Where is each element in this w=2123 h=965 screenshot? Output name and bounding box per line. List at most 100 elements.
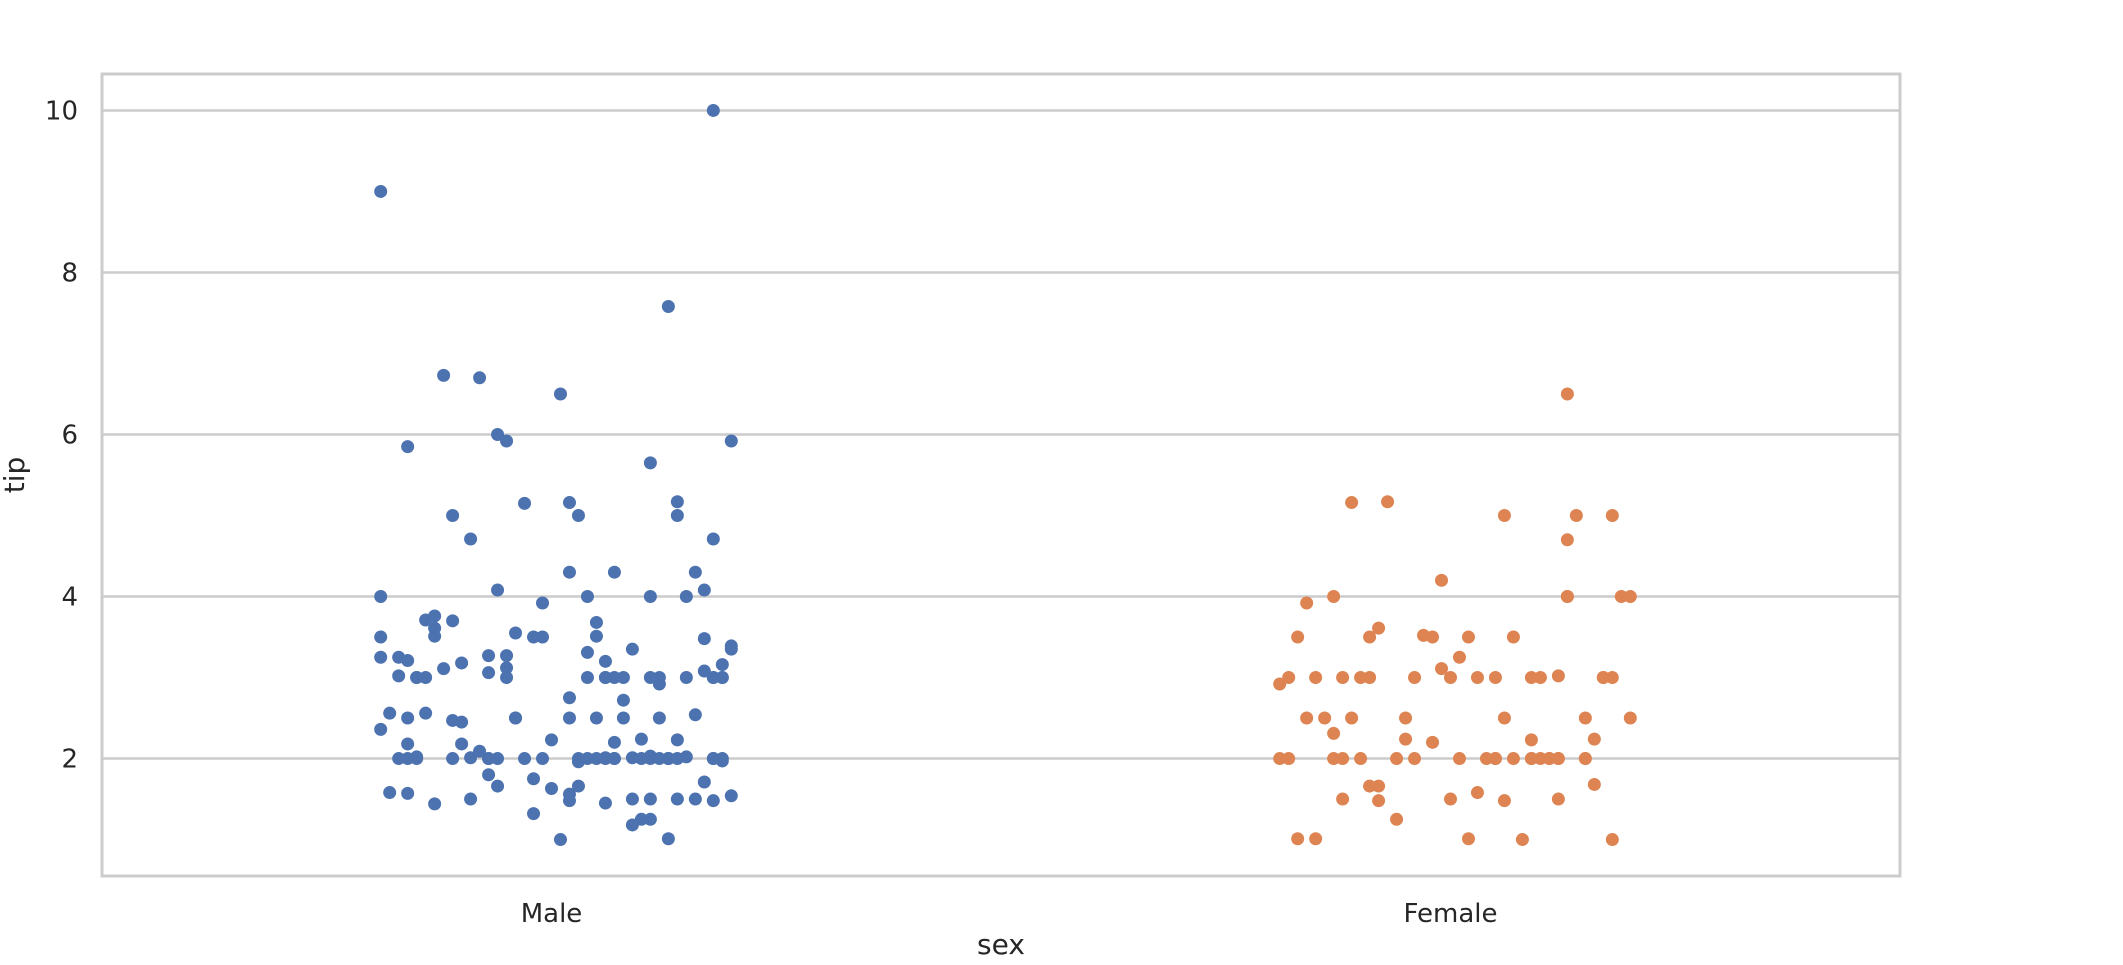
data-point-male [616, 711, 630, 725]
data-point-male [643, 456, 657, 470]
data-point-male [661, 752, 675, 766]
data-point-male [527, 807, 541, 821]
data-point-female [1354, 752, 1368, 766]
data-point-male [509, 711, 523, 725]
data-point-male [562, 496, 576, 510]
data-point-male [715, 671, 729, 685]
data-point-male [374, 630, 388, 644]
data-point-female [1542, 752, 1556, 766]
data-point-male [473, 371, 487, 385]
data-point-male [536, 596, 550, 610]
data-point-female [1345, 711, 1359, 725]
data-point-female [1560, 533, 1574, 547]
data-point-male [527, 772, 541, 786]
data-point-male [607, 735, 621, 749]
data-point-male [562, 794, 576, 808]
y-tick-label: 4 [61, 583, 78, 613]
y-tick-label: 8 [61, 258, 78, 288]
data-point-male [598, 752, 612, 766]
data-point-male [715, 752, 729, 766]
data-point-male [697, 632, 711, 646]
data-point-male [616, 671, 630, 685]
data-point-male [392, 752, 406, 766]
data-point-male [401, 711, 415, 725]
data-point-male [589, 711, 603, 725]
data-point-male [446, 713, 460, 727]
x-tick-label: Male [521, 899, 583, 929]
data-point-male [500, 434, 514, 448]
data-point-male [509, 626, 523, 640]
data-point-male [562, 565, 576, 579]
data-point-male [625, 818, 639, 832]
data-point-female [1569, 509, 1583, 523]
data-point-female [1614, 590, 1628, 604]
data-point-male [589, 615, 603, 629]
data-point-male [437, 368, 451, 382]
data-point-male [527, 630, 541, 644]
data-point-male [500, 671, 514, 685]
data-point-male [446, 509, 460, 523]
data-point-male [446, 614, 460, 628]
data-point-male [661, 299, 675, 313]
data-point-female [1435, 662, 1449, 676]
data-point-male [491, 583, 505, 597]
plot-frame [100, 72, 1902, 878]
data-point-female [1452, 752, 1466, 766]
data-point-male [688, 792, 702, 806]
data-point-female [1444, 671, 1457, 685]
data-point-male [607, 752, 621, 766]
data-point-female [1354, 671, 1368, 685]
data-point-female [1372, 794, 1386, 808]
data-point-male [616, 693, 630, 707]
data-point-male [571, 752, 585, 766]
data-point-female [1551, 669, 1565, 683]
data-point-female [1291, 832, 1305, 846]
data-point-male [571, 509, 585, 523]
data-point-female [1578, 711, 1592, 725]
data-point-female [1533, 752, 1547, 766]
data-point-female [1605, 671, 1619, 685]
data-point-male [598, 671, 612, 685]
y-tick-label: 2 [61, 745, 78, 775]
data-point-female [1444, 792, 1457, 806]
data-point-female [1327, 590, 1341, 604]
data-point-male [598, 654, 612, 668]
data-point-female [1470, 671, 1484, 685]
data-point-male [536, 752, 550, 766]
data-point-male [661, 832, 675, 846]
y-tick-label: 10 [45, 96, 78, 126]
data-point-male [670, 792, 684, 806]
data-point-male [706, 671, 720, 685]
data-point-male [625, 642, 639, 656]
data-point-male [392, 669, 406, 683]
y-axis-label: tip [0, 457, 31, 494]
data-point-male [607, 671, 621, 685]
data-point-female [1461, 630, 1475, 644]
data-point-male [464, 792, 478, 806]
data-point-male [652, 752, 666, 766]
data-point-male [580, 671, 594, 685]
data-point-female [1524, 733, 1538, 747]
data-point-male [643, 792, 657, 806]
data-point-female [1345, 496, 1359, 510]
data-point-male [374, 590, 388, 604]
data-point-male [491, 779, 505, 793]
data-point-male [724, 639, 738, 653]
data-point-male [562, 691, 576, 705]
data-point-male [553, 387, 567, 401]
data-point-male [383, 706, 397, 720]
data-point-female [1524, 752, 1538, 766]
data-point-male [706, 103, 720, 117]
data-point-male [428, 609, 442, 623]
data-points [374, 103, 1637, 847]
data-point-female [1309, 671, 1323, 685]
data-point-male [500, 661, 514, 675]
data-point-female [1461, 832, 1475, 846]
data-point-male [518, 496, 532, 510]
y-axis-ticks: 2 4 6 8 10 [45, 96, 78, 774]
data-point-male [545, 782, 558, 796]
data-point-male [724, 789, 738, 803]
data-point-female [1524, 671, 1538, 685]
data-point-female [1623, 711, 1637, 725]
data-point-male [634, 732, 648, 746]
